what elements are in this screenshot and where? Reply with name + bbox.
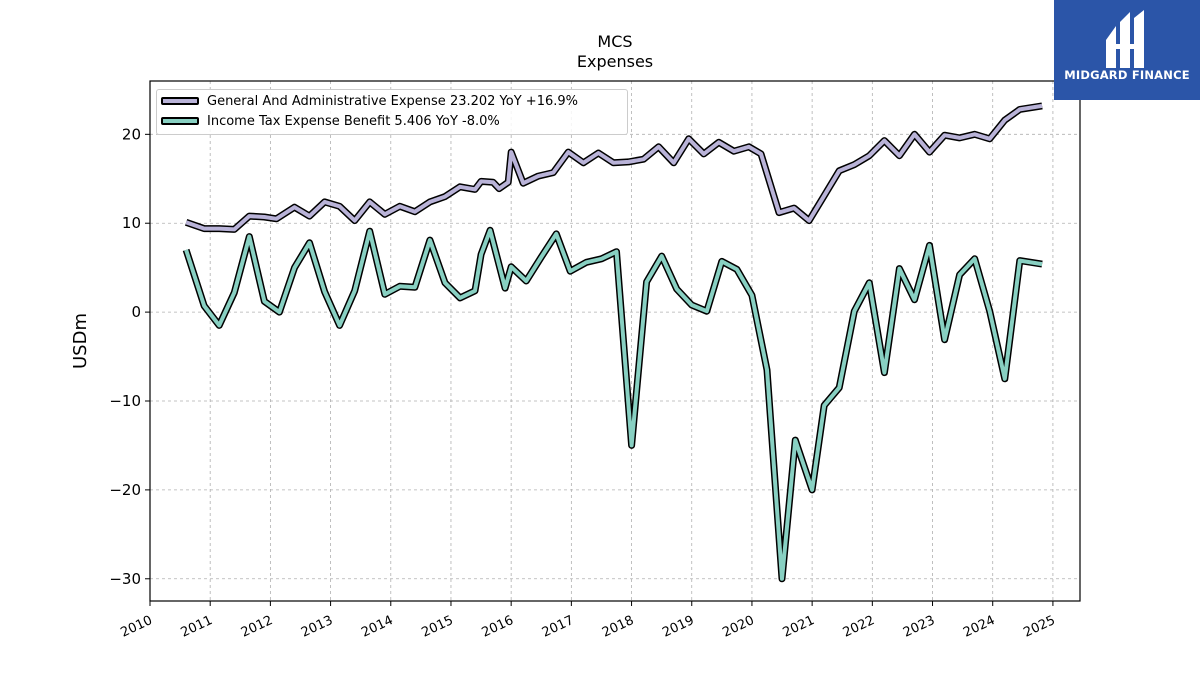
series-line-0	[185, 103, 1043, 232]
chart-legend: General And Administrative Expense 23.20…	[156, 89, 628, 135]
series-lines	[182, 102, 1043, 583]
legend-item-general-admin: General And Administrative Expense 23.20…	[161, 92, 578, 110]
y-tick-label: −10	[109, 392, 141, 410]
brand-logo: MIDGARD FINANCE	[1054, 0, 1200, 100]
x-tick-label: 2024	[961, 613, 997, 641]
legend-swatch-income-tax	[161, 117, 199, 125]
x-tick-label: 2010	[118, 613, 154, 641]
legend-item-income-tax: Income Tax Expense Benefit 5.406 YoY -8.…	[161, 112, 500, 130]
y-tick-label: 0	[131, 303, 141, 321]
y-axis-label: USDm	[70, 313, 91, 369]
chart-title: MCS	[597, 32, 633, 51]
logo-text: MIDGARD FINANCE	[1064, 68, 1190, 82]
legend-label-general-admin: General And Administrative Expense 23.20…	[207, 93, 578, 109]
x-tick-label: 2022	[841, 613, 877, 641]
x-tick-label: 2014	[359, 613, 395, 641]
legend-swatch-general-admin	[161, 97, 199, 105]
x-tick-label: 2021	[781, 613, 817, 641]
x-tick-label: 2020	[720, 613, 756, 641]
x-tick-label: 2017	[540, 613, 576, 641]
legend-label-income-tax: Income Tax Expense Benefit 5.406 YoY -8.…	[207, 113, 500, 129]
y-tick-label: −30	[109, 570, 141, 588]
x-tick-label: 2025	[1021, 613, 1057, 641]
series-line-1	[184, 228, 1043, 581]
x-tick-label: 2011	[179, 613, 215, 641]
axes-frame	[149, 80, 1081, 602]
x-tick-label: 2013	[299, 613, 335, 641]
x-tick-label: 2016	[480, 613, 516, 641]
axis-ticks: 2010 2011 2012 2013 2014 2015 2016 2017 2018 2019…	[109, 125, 1057, 640]
x-tick-label: 2023	[901, 613, 937, 641]
y-tick-label: −20	[109, 481, 141, 499]
y-tick-label: 10	[122, 214, 141, 232]
x-tick-label: 2015	[419, 613, 455, 641]
series-outline-1	[182, 226, 1043, 583]
x-tick-label: 2018	[600, 613, 636, 641]
x-tick-label: 2019	[660, 613, 696, 641]
midgard-monogram-icon	[1106, 10, 1144, 68]
grid-lines	[149, 81, 1080, 601]
x-tick-label: 2012	[239, 613, 275, 641]
y-tick-label: 20	[122, 125, 141, 143]
chart-subtitle: Expenses	[576, 52, 654, 71]
